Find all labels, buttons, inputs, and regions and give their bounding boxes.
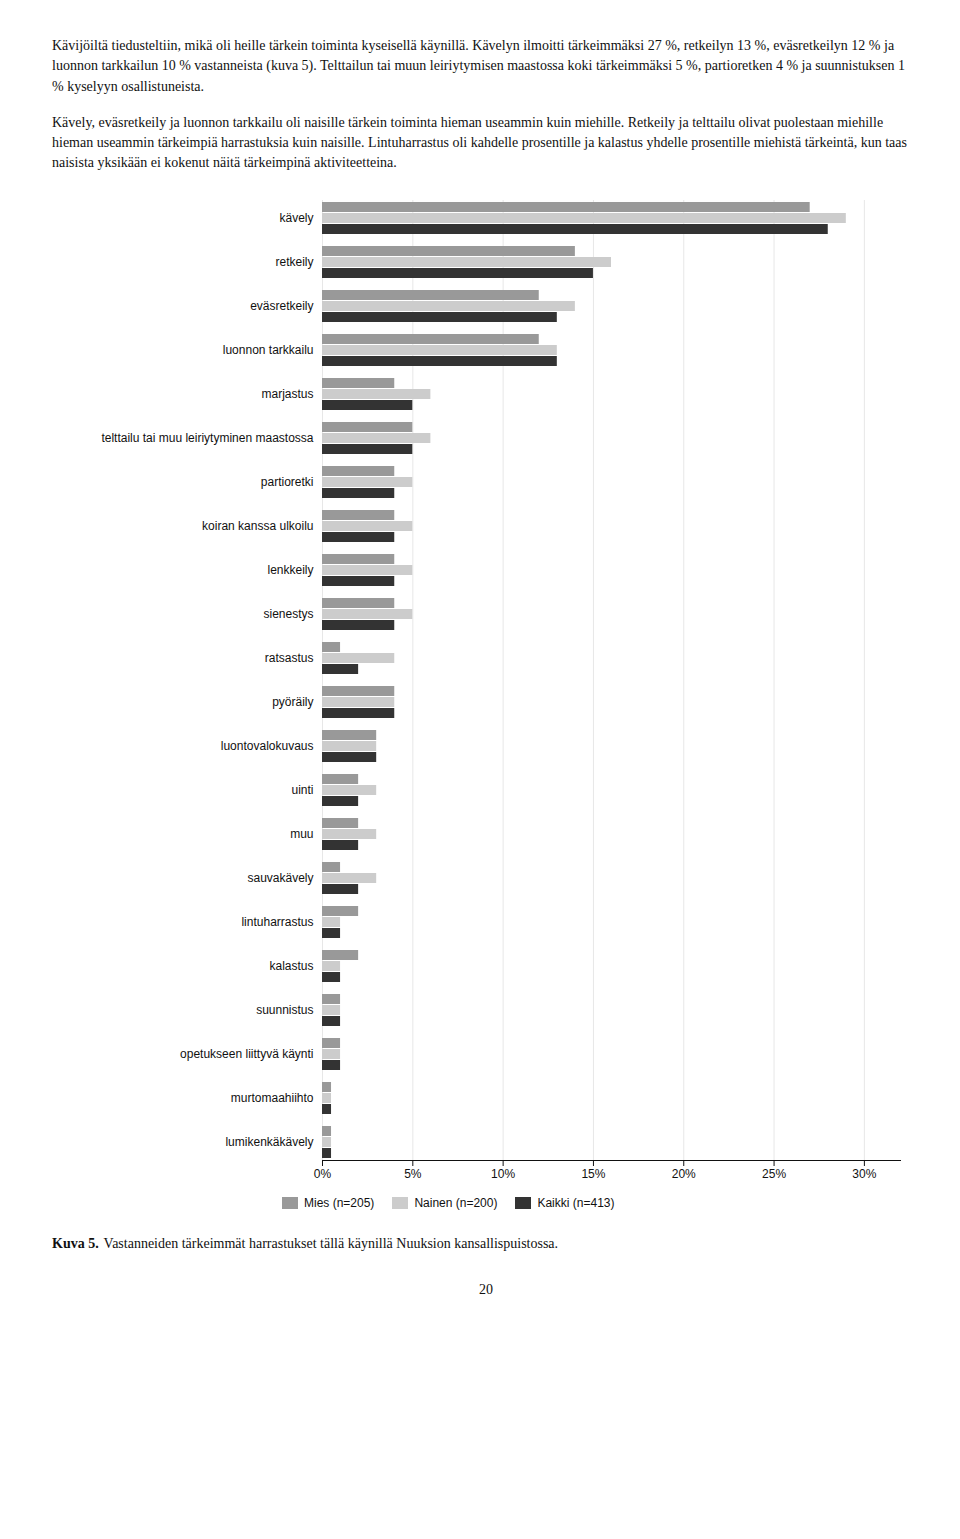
- svg-text:marjastus: marjastus: [261, 387, 313, 401]
- svg-text:lenkkeily: lenkkeily: [267, 563, 313, 577]
- svg-text:sienestys: sienestys: [263, 607, 313, 621]
- svg-text:telttailu tai muu leiriytymine: telttailu tai muu leiriytyminen maastoss…: [101, 431, 313, 445]
- svg-text:ratsastus: ratsastus: [265, 651, 314, 665]
- svg-text:lintuharrastus: lintuharrastus: [241, 915, 313, 929]
- svg-text:30%: 30%: [852, 1167, 876, 1181]
- svg-text:muu: muu: [290, 827, 313, 841]
- svg-text:20%: 20%: [672, 1167, 696, 1181]
- html-text:Kävijöiltä tiedusteltiin, mikä: Kävijöiltä tiedusteltiin, mikä oli heill…: [52, 38, 905, 94]
- html-text:Nainen (n=200): Nainen (n=200): [414, 1195, 498, 1210]
- html-text:Mies (n=205): Mies (n=205): [304, 1195, 375, 1210]
- svg-text:suunnistus: suunnistus: [256, 1003, 313, 1017]
- svg-text:10%: 10%: [491, 1167, 515, 1181]
- html-text:Kaikki (n=413): Kaikki (n=413): [537, 1195, 615, 1210]
- svg-text:kävely: kävely: [279, 211, 313, 225]
- svg-text:5%: 5%: [404, 1167, 422, 1181]
- svg-text:eväsretkeily: eväsretkeily: [250, 299, 313, 313]
- svg-text:25%: 25%: [762, 1167, 786, 1181]
- svg-text:murtomaahiihto: murtomaahiihto: [231, 1091, 314, 1105]
- svg-text:opetukseen liittyvä käynti: opetukseen liittyvä käynti: [180, 1047, 313, 1061]
- svg-text:uinti: uinti: [291, 783, 313, 797]
- svg-text:lumikenkäkävely: lumikenkäkävely: [225, 1135, 313, 1149]
- html-text:Kävely, eväsretkeily ja luonno: Kävely, eväsretkeily ja luonnon tarkkail…: [52, 114, 907, 171]
- svg-text:retkeily: retkeily: [275, 255, 313, 269]
- html-text:Kuva 5. Vastanneiden tärkeimmä: Kuva 5. Vastanneiden tärkeimmät harrastu…: [52, 1235, 559, 1251]
- html-text:20: 20: [479, 1281, 493, 1297]
- svg-text:luonnon tarkkailu: luonnon tarkkailu: [223, 343, 314, 357]
- svg-text:pyöräily: pyöräily: [272, 695, 313, 709]
- svg-text:luontovalokuvaus: luontovalokuvaus: [221, 739, 314, 753]
- svg-text:sauvakävely: sauvakävely: [247, 871, 313, 885]
- svg-text:15%: 15%: [581, 1167, 605, 1181]
- svg-text:0%: 0%: [314, 1167, 332, 1181]
- svg-text:koiran kanssa ulkoilu: koiran kanssa ulkoilu: [202, 519, 313, 533]
- svg-text:kalastus: kalastus: [269, 959, 313, 973]
- svg-text:partioretki: partioretki: [261, 475, 314, 489]
